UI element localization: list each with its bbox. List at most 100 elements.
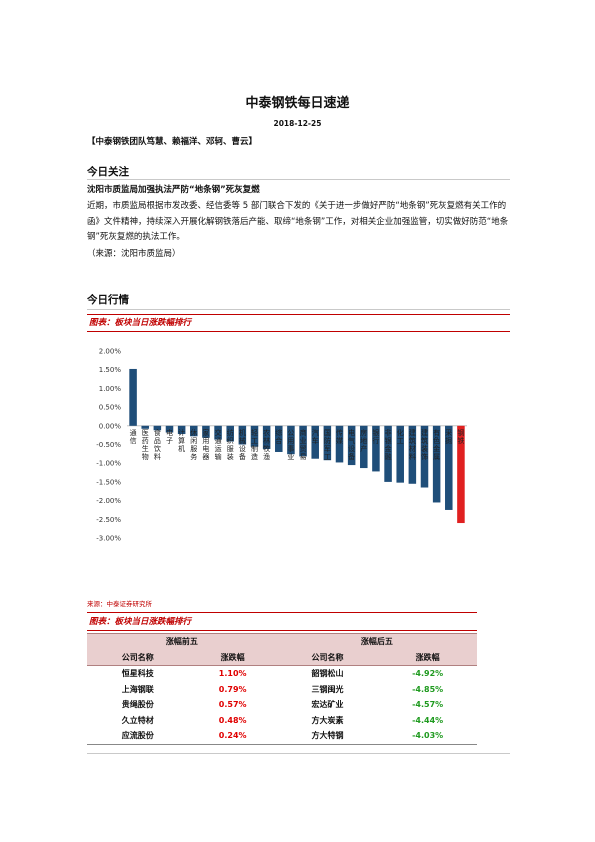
bar-9 [238,425,247,445]
news-headline: 沈阳市质监局加强执法严防“地条钢”死灰复燃 [87,185,260,195]
change-value: 0.57% [218,700,247,710]
category-label: 电气设备 [348,428,355,461]
figure-caption: 图表：板块当日涨跌幅排行 [89,617,192,627]
figure-top-rule [87,612,477,613]
bar-22 [396,425,404,483]
bar-8 [226,425,234,442]
document-title: 中泰钢铁每日速递 [245,96,350,111]
category-label: 钢铁 [457,428,464,445]
category-label: 综合 [275,428,282,445]
category-label: 公用事业 [287,429,294,461]
category-label: 商业贸易 [300,428,307,461]
y-tick-label: -1.50% [96,478,121,486]
figure-bottom-rule [87,331,510,332]
bar-14 [299,425,307,457]
company-name: 三钢闽光 [311,684,344,694]
change-value: -4.92% [412,669,444,679]
change-value: -4.03% [378,728,477,745]
bar-20 [372,425,380,472]
bar-2 [153,425,162,431]
bar-13 [287,425,295,455]
column-header: 公司名称 [276,649,379,666]
y-tick-label: 2.00% [99,348,122,356]
section-title-focus: 今日关注 [87,166,129,178]
category-label: 汽车 [312,428,319,445]
bar-19 [360,425,368,469]
bar-23 [408,425,417,484]
stock-ranking-table: 涨幅前五 涨幅后五 公司名称 涨跌幅 公司名称 涨跌幅 恒星科技 1.10% 韶… [87,633,477,745]
y-tick-label: -1.00% [96,460,121,468]
company-name: 方大特钢 [276,728,379,745]
change-value: -4.44% [412,715,444,725]
table-row: 上海钢联 0.79% 三钢闽光 -4.85% [87,682,477,698]
bar-25 [432,425,441,503]
figure-bottom-rule [87,630,477,631]
group-top-label: 涨幅前五 [87,633,277,650]
company-name: 上海钢联 [121,684,154,694]
bar-15 [311,425,319,459]
bar-21 [384,425,392,482]
change-value: 0.24% [188,728,277,745]
table-row: 贵绳股份 0.57% 宏达矿业 -4.57% [87,697,477,713]
category-label: 化工 [397,428,404,445]
category-label: 机械设备 [239,428,246,461]
bar-3 [165,425,174,433]
y-tick-label: 1.50% [99,366,122,374]
bar-10 [250,425,259,447]
section-divider [87,179,510,180]
bar-4 [177,425,186,435]
company-name: 宏达矿业 [311,700,344,710]
bar-27 [457,425,465,524]
category-label: 计算机 [178,428,185,453]
change-value: -4.85% [412,684,444,694]
sector-change-chart: 2.00% 1.50% 1.00% 0.50% 0.00% -0.50% -1.00% -1.… [87,336,510,592]
bar-7 [214,425,222,440]
category-label: 家用电器 [202,428,209,461]
category-label: 休闲服务 [190,428,197,461]
category-label: 食品饮料 [154,428,161,461]
figure-caption: 图表：板块当日涨跌幅排行 [89,318,192,328]
category-label: 非银金融 [385,428,392,461]
category-label: 有色金属 [433,428,440,461]
bar-24 [420,425,429,488]
bar-17 [335,425,344,463]
change-value: 1.10% [218,669,247,679]
column-header: 公司名称 [87,649,189,666]
category-label: 采掘 [445,428,452,445]
category-label: 建筑材料 [409,428,416,461]
bar-16 [323,425,332,461]
column-header: 涨跌幅 [188,649,277,666]
category-label: 国防军工 [324,429,331,461]
category-label: 建筑装饰 [421,428,428,461]
bar-chart-svg: 2.00% 1.50% 1.00% 0.50% 0.00% -0.50% -1.00% -1.… [96,348,467,543]
change-value: 0.48% [218,715,247,725]
bar-6 [202,425,210,438]
category-label: 纺织服装 [227,428,234,461]
category-label: 电子 [166,428,173,445]
company-name: 韶钢松山 [311,669,344,679]
category-label: 轻工制造 [251,428,258,461]
chart-source: 来源：中泰证券研究所 [87,600,152,608]
group-bottom-label: 涨幅后五 [276,633,477,650]
company-name: 久立特材 [121,715,154,725]
table-row: 应流股份 0.24% 方大特钢 -4.03% [87,728,477,745]
ranking-table: 涨幅前五 涨幅后五 公司名称 涨跌幅 公司名称 涨跌幅 恒星科技 1.10% 韶… [87,633,477,745]
y-tick-label: 0.00% [99,422,122,430]
change-value: 0.79% [218,684,247,694]
news-body: 近期，市质监局根据市发改委、经信委等 5 部门联合下发的《关于进一步做好严防“地… [87,201,509,242]
change-value: -4.57% [412,700,444,710]
table-row: 久立特材 0.48% 方大炭素 -4.44% [87,713,477,729]
company-name: 恒星科技 [121,669,154,679]
y-tick-label: -2.50% [96,516,121,524]
company-name: 应流股份 [87,728,189,745]
news-source: （来源：沈阳市质监局） [87,249,181,259]
y-tick-label: 1.00% [99,385,122,393]
table-group-header: 涨幅前五 涨幅后五 [87,633,477,650]
report-date: 2018-12-25 [273,119,322,128]
category-label: 传媒 [336,428,343,445]
category-label: 银行 [372,428,379,445]
category-label: 通信 [130,428,137,445]
bar-5 [190,425,198,437]
bar-11 [262,425,271,449]
bar-12 [275,425,283,452]
